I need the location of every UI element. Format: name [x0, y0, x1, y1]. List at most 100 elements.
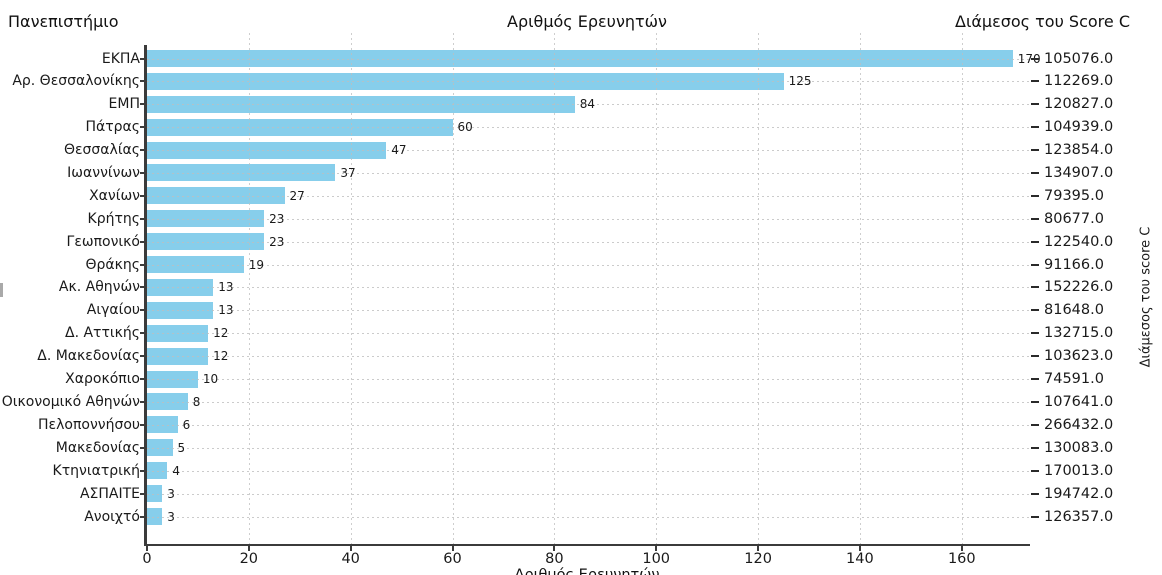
y-tick-label: ΕΚΠΑ — [101, 50, 140, 67]
right-tick — [1031, 126, 1039, 129]
x-tick — [960, 546, 963, 551]
grid-line-h — [147, 58, 1030, 60]
right-tick-label: 170013.0 — [1044, 462, 1114, 479]
y-tick — [140, 103, 146, 106]
right-tick-label: 126357.0 — [1044, 508, 1114, 525]
right-tick-label: 130083.0 — [1044, 439, 1114, 456]
grid-line-h — [147, 493, 1030, 495]
grid-line-h — [147, 447, 1030, 449]
grid-line-h — [147, 218, 1030, 220]
x-tick — [247, 546, 250, 551]
y-tick — [140, 149, 146, 151]
y-tick-label: Κρήτης — [87, 210, 140, 227]
y-tick — [140, 355, 146, 358]
bar-value-label: 37 — [340, 165, 356, 180]
y-axis-spine — [144, 45, 147, 546]
grid-line-v — [961, 33, 963, 544]
x-tick — [349, 546, 352, 551]
grid-line-v — [350, 33, 352, 544]
right-tick-label: 152226.0 — [1044, 279, 1114, 296]
x-tick — [146, 546, 148, 551]
x-tick-label: 0 — [142, 551, 152, 567]
right-tick-label: 107641.0 — [1044, 393, 1114, 410]
right-tick-label: 120827.0 — [1044, 96, 1114, 113]
y-tick-label: Πελοποννήσου — [38, 416, 140, 433]
y-tick — [140, 240, 146, 243]
grid-line-h — [147, 150, 1030, 151]
right-tick — [1031, 194, 1039, 197]
grid-line-h — [147, 104, 1030, 106]
y-tick-label: Οικονομικό Αθηνών — [1, 393, 140, 410]
y-tick-label: Αρ. Θεσσαλονίκης — [12, 73, 140, 90]
right-tick-label: 74591.0 — [1044, 371, 1104, 387]
y-tick-label: Θεσσαλίας — [63, 142, 140, 158]
grid-line-v — [248, 33, 250, 544]
y-tick — [140, 126, 146, 129]
bar-value-label: 125 — [788, 74, 812, 89]
x-tick — [451, 546, 454, 551]
grid-line-h — [147, 127, 1030, 129]
right-tick — [1031, 263, 1039, 266]
bar-value-label: 8 — [192, 394, 201, 409]
grid-line-h — [147, 379, 1030, 380]
y-tick — [140, 469, 146, 472]
x-tick-label: 140 — [846, 551, 874, 567]
grid-line-v — [554, 33, 556, 544]
y-tick-label: Δ. Αττικής — [65, 325, 140, 342]
bar-value-label: 10 — [202, 372, 219, 386]
y-tick — [140, 194, 146, 197]
chart-title: Αριθμός Ερευνητών — [507, 12, 667, 31]
right-tick-label: 134907.0 — [1044, 164, 1114, 181]
y-tick-label: Ακ. Αθηνών — [58, 279, 140, 296]
x-axis-spine — [144, 544, 1030, 546]
bar-value-label: 23 — [269, 234, 285, 249]
y-tick — [140, 332, 146, 335]
right-tick — [1031, 149, 1039, 151]
grid-line-v — [656, 33, 658, 544]
right-tick — [1031, 515, 1039, 518]
bar-value-label: 12 — [213, 349, 229, 364]
right-tick-label: 266432.0 — [1044, 416, 1114, 433]
right-tick-label: 112269.0 — [1044, 73, 1114, 90]
y-tick — [140, 309, 146, 312]
y-tick-label: Θράκης — [85, 256, 140, 273]
right-tick-label: 105076.0 — [1044, 50, 1114, 67]
bar-value-label: 5 — [177, 440, 186, 455]
x-tick-label: 100 — [642, 551, 671, 567]
right-tick-label: 122540.0 — [1044, 233, 1114, 250]
x-tick — [858, 546, 861, 551]
right-tick — [1031, 492, 1039, 495]
right-tick — [1031, 80, 1039, 83]
clipped-left-axis-label-fragment — [0, 283, 3, 297]
bar-value-label: 27 — [289, 188, 305, 203]
bar-value-label: 84 — [579, 97, 596, 112]
x-tick — [655, 546, 658, 551]
right-tick-label: 79395.0 — [1044, 187, 1104, 204]
y-tick-label: Ιωαννίνων — [67, 164, 140, 181]
grid-line-h — [147, 356, 1030, 358]
y-tick — [140, 263, 146, 266]
right-tick-label: 103623.0 — [1044, 348, 1114, 365]
y-tick-label: ΑΣΠΑΙΤΕ — [79, 485, 140, 502]
grid-line-h — [147, 516, 1030, 518]
right-tick-label: 132715.0 — [1044, 325, 1114, 342]
y-tick — [140, 217, 146, 220]
right-tick-label: 81648.0 — [1044, 302, 1104, 319]
grid-line-h — [147, 172, 1030, 174]
bar-value-label: 13 — [218, 303, 234, 318]
x-tick-label: 80 — [545, 551, 564, 567]
y-tick-label: Κτηνιατρική — [52, 462, 140, 479]
bar-value-label: 6 — [182, 417, 191, 432]
right-tick-label: 194742.0 — [1044, 485, 1114, 502]
right-tick — [1031, 240, 1039, 243]
y-tick — [140, 400, 146, 403]
y-tick-label: Πάτρας — [85, 119, 140, 136]
grid-line-h — [147, 287, 1030, 289]
grid-line-v — [859, 33, 861, 544]
y-tick — [140, 171, 146, 174]
right-tick-label: 91166.0 — [1044, 256, 1104, 273]
y-tick — [140, 492, 146, 495]
right-tick-label: 123854.0 — [1044, 142, 1114, 158]
x-tick — [553, 546, 556, 551]
